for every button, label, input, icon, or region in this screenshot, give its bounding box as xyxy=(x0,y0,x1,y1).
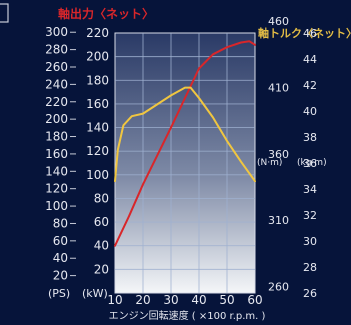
kgm-unit-label: (kg·m) xyxy=(297,158,327,168)
nm-tick-label: 360 xyxy=(268,148,289,161)
kw-tick-label: 200 xyxy=(86,50,109,64)
nm-tick-label: 410 xyxy=(268,81,289,94)
ps-tick-label: 80 xyxy=(53,216,68,230)
kgm-tick-label: 28 xyxy=(303,261,317,274)
x-tick-label: 30 xyxy=(163,293,178,307)
kgm-tick-label: 30 xyxy=(303,235,317,248)
x-tick-label: 60 xyxy=(247,293,262,307)
x-tick-label: 50 xyxy=(219,293,234,307)
kw-tick-label: 100 xyxy=(86,168,109,182)
power-curve xyxy=(114,40,256,247)
ps-tick-label: 120 xyxy=(45,182,68,196)
ps-tick-label: 140 xyxy=(45,164,68,178)
kgm-tick-label: 46 xyxy=(303,27,317,40)
kw-tick-label: 180 xyxy=(86,73,109,87)
kw-tick-label: 140 xyxy=(86,121,109,135)
kw-tick-label: 220 xyxy=(86,26,109,40)
ps-tick-label: 240 xyxy=(45,77,68,91)
nm-unit-label: (N·m) xyxy=(257,158,282,168)
ps-tick-label: 160 xyxy=(45,147,68,161)
plot-area xyxy=(114,32,256,294)
x-tick-label: 20 xyxy=(135,293,150,307)
ps-tick-label: 180 xyxy=(45,130,68,144)
kw-tick-label: 40 xyxy=(94,239,109,253)
torque-curve xyxy=(114,86,256,183)
ps-tick-label: 60 xyxy=(53,234,68,248)
ps-tick-label: 280 xyxy=(45,43,68,57)
ps-tick-label: 300 xyxy=(45,25,68,39)
power-title: 軸出力〈ネット〉 xyxy=(58,6,154,21)
kgm-tick-label: 40 xyxy=(303,105,317,118)
torque-title: 軸トルク〈ネット〉 xyxy=(258,26,351,40)
kw-unit-label: (kW) xyxy=(82,287,108,300)
kgm-tick-label: 38 xyxy=(303,131,317,144)
ps-unit-label: (PS) xyxy=(48,287,70,300)
ps-tick-label: 200 xyxy=(45,112,68,126)
ps-tick-label: 40 xyxy=(53,251,68,265)
kw-tick-label: 80 xyxy=(94,191,109,205)
kw-tick-label: 160 xyxy=(86,97,109,111)
corner-bracket xyxy=(0,3,9,23)
kgm-tick-label: 44 xyxy=(303,53,317,66)
kgm-tick-label: 26 xyxy=(303,287,317,300)
ps-tick-label: 220 xyxy=(45,95,68,109)
nm-tick-label: 460 xyxy=(268,15,289,28)
nm-tick-label: 260 xyxy=(268,280,289,293)
x-tick-label: 40 xyxy=(191,293,206,307)
kgm-tick-label: 42 xyxy=(303,79,317,92)
nm-tick-label: 310 xyxy=(268,214,289,227)
kw-tick-label: 60 xyxy=(94,215,109,229)
axis-labels: 軸出力〈ネット〉 軸トルク〈ネット〉 (PS) (kW) (N·m) (kg·m… xyxy=(45,6,351,322)
kw-tick-label: 20 xyxy=(94,262,109,276)
kw-tick-label: 120 xyxy=(86,144,109,158)
ps-tick-label: 260 xyxy=(45,60,68,74)
grid-lines xyxy=(115,33,255,293)
ps-tick-label: 20 xyxy=(53,269,68,283)
kgm-tick-label: 34 xyxy=(303,183,317,196)
x-tick-label: 10 xyxy=(107,293,122,307)
kgm-tick-label: 32 xyxy=(303,209,317,222)
kgm-tick-label: 36 xyxy=(303,157,317,170)
series-layer xyxy=(114,40,256,247)
x-axis-label: エンジン回転速度 ( ×100 r.p.m. ) xyxy=(109,309,266,322)
ps-tick-label: 100 xyxy=(45,199,68,213)
